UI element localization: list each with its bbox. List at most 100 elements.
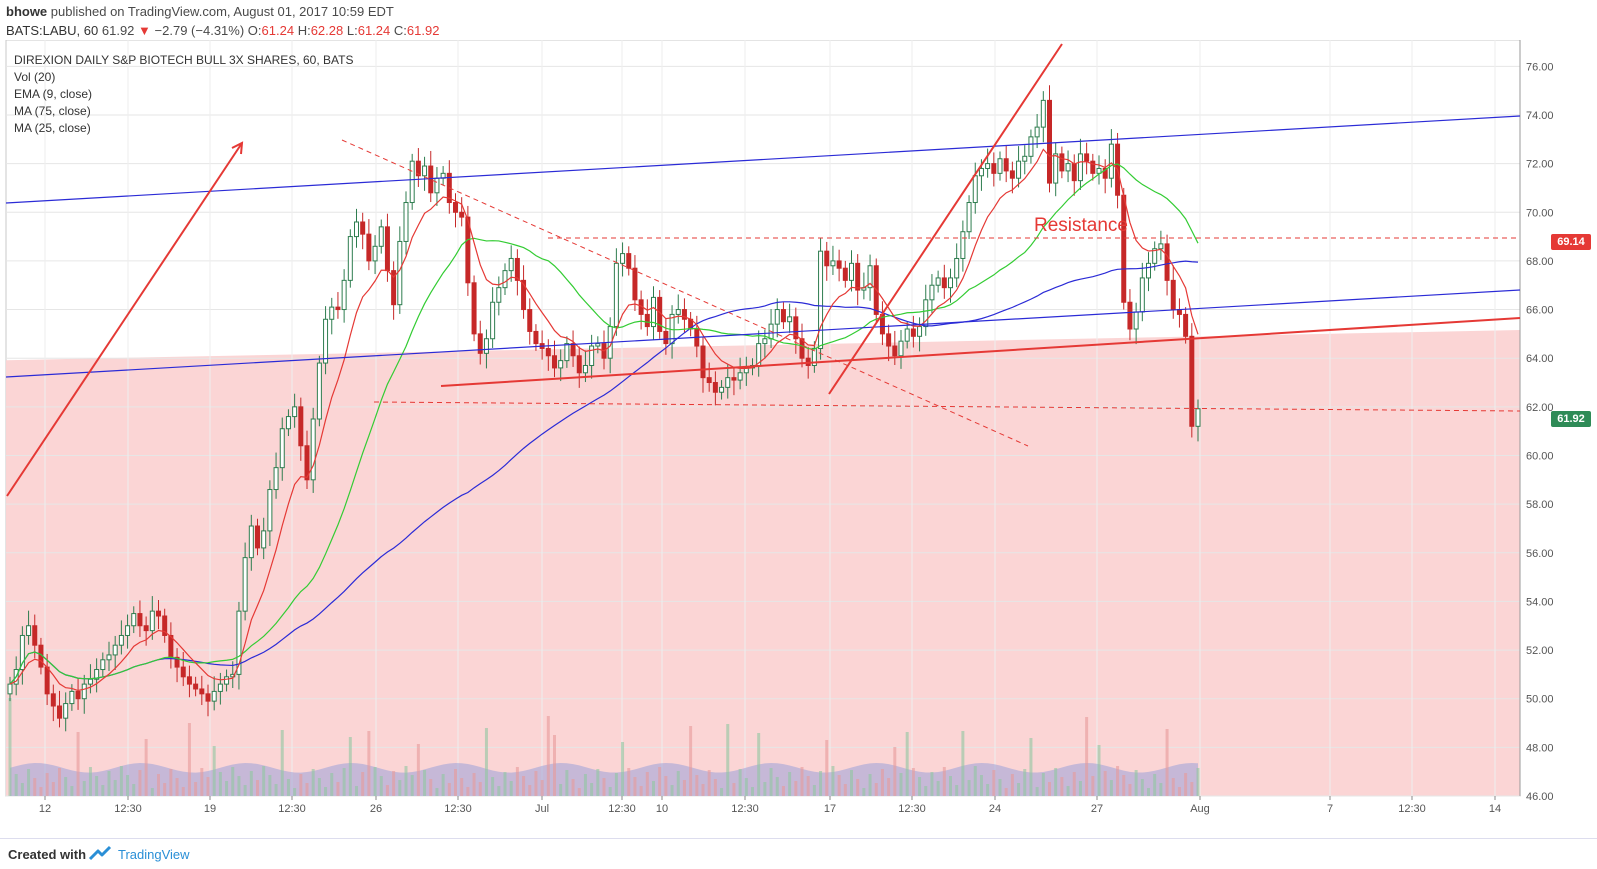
candle-body (1016, 160, 1022, 179)
candle-body (298, 406, 304, 447)
instrument-title[interactable]: DIREXION DAILY S&P BIOTECH BULL 3X SHARE… (14, 53, 354, 67)
volume-bar (293, 788, 297, 796)
volume-bar (484, 728, 488, 796)
volume-bar (194, 782, 198, 796)
candle-body (985, 163, 991, 169)
candle-body (595, 343, 601, 347)
trend-arrow-line (6, 142, 243, 497)
volume-bar (658, 767, 662, 796)
candle-body (211, 690, 217, 702)
volume-bar (14, 774, 18, 796)
volume-bar (1091, 776, 1095, 796)
candle-body (1034, 126, 1040, 138)
candle-body (620, 253, 626, 264)
volume-bar (268, 775, 272, 796)
volume-bar (670, 785, 674, 796)
candle-body (217, 683, 223, 692)
candle-body (514, 257, 520, 281)
y-tick-label: 56.00 (1526, 548, 1554, 560)
volume-bar (819, 771, 823, 796)
x-tick-label: 26 (370, 803, 382, 815)
volume-bar (299, 774, 303, 796)
volume-bar (515, 767, 519, 796)
indicator-ma75[interactable]: MA (75, close) (14, 104, 91, 118)
candle-body (174, 656, 180, 668)
candle-body (304, 445, 310, 481)
candle-body (156, 610, 161, 617)
volume-bar (893, 747, 897, 796)
volume-bar (955, 785, 959, 796)
volume-bar (243, 785, 247, 796)
candle-body (681, 309, 687, 320)
candle-body (1146, 262, 1151, 279)
candle-body (224, 676, 230, 685)
candle-body (892, 345, 898, 357)
volume-bar (645, 772, 649, 796)
y-tick-label: 66.00 (1526, 305, 1554, 317)
candle-body (762, 338, 768, 345)
volume-bar (447, 783, 451, 796)
candle-body (508, 257, 514, 272)
volume-bar (126, 775, 130, 796)
candle-body (1047, 99, 1052, 184)
y-tick-label: 46.00 (1526, 791, 1554, 803)
candle-body (26, 625, 32, 636)
candle-body (471, 282, 477, 335)
indicator-volume[interactable]: Vol (20) (14, 70, 56, 84)
volume-bar (627, 768, 631, 796)
volume-bar (583, 774, 587, 796)
volume-bar (695, 775, 699, 796)
volume-bar (911, 768, 915, 796)
candle-body (125, 625, 131, 636)
candle-body (576, 355, 582, 374)
candle-body (1195, 408, 1201, 427)
candle-body (69, 690, 75, 705)
open-value: 61.24 (261, 23, 295, 38)
candle-body (1102, 167, 1108, 179)
volume-bar (163, 783, 167, 796)
quote-line: BATS:LABU, 60 61.92 ▼ −2.79 (−4.31%) O:6… (6, 23, 439, 38)
tradingview-logo-icon[interactable] (88, 845, 114, 861)
x-tick-label: 24 (989, 803, 1001, 815)
volume-bar (1078, 781, 1082, 796)
volume-bar (769, 768, 773, 796)
volume-bar (1190, 782, 1194, 796)
candle-body (316, 362, 322, 420)
volume-bar (441, 774, 445, 796)
y-tick-label: 54.00 (1526, 596, 1554, 608)
volume-bar (410, 775, 414, 796)
shaded-zone (6, 330, 1520, 796)
author-name[interactable]: bhowe (6, 4, 48, 19)
volume-bar (361, 772, 365, 796)
candle-body (1189, 335, 1195, 427)
volume-bar (280, 730, 284, 796)
x-tick-label: 12:30 (114, 803, 142, 815)
candle-body (242, 557, 248, 612)
candle-body (1158, 243, 1164, 250)
indicator-ema[interactable]: EMA (9, close) (14, 87, 93, 101)
volume-bar (633, 777, 637, 796)
volume-bar (342, 768, 346, 796)
symbol-label[interactable]: BATS:LABU, 60 (6, 23, 99, 38)
candle-body (7, 683, 13, 695)
y-tick-label: 48.00 (1526, 742, 1554, 754)
rally-trendline (828, 43, 1063, 395)
indicator-ma25[interactable]: MA (25, close) (14, 121, 91, 135)
resistance-annotation[interactable]: Resistance (1034, 215, 1128, 236)
trend-arrow-head (231, 141, 244, 155)
volume-bar (181, 787, 185, 796)
candle-body (63, 703, 69, 719)
candle-body (613, 262, 619, 328)
volume-bar (899, 773, 903, 796)
candle-body (1022, 155, 1028, 162)
x-tick-label: 12:30 (444, 803, 472, 815)
candle-body (787, 316, 793, 323)
price-chart[interactable]: 76.00 74.00 72.00 70.00 68.00 66.00 64.00 62.00… (0, 40, 1597, 838)
volume-bar (423, 770, 427, 796)
volume-bar (348, 737, 352, 796)
volume-bar (936, 781, 940, 796)
candle-body (347, 236, 353, 281)
candle-body (354, 221, 359, 238)
tradingview-brand[interactable]: TradingView (118, 847, 190, 862)
candle-body (830, 260, 836, 267)
